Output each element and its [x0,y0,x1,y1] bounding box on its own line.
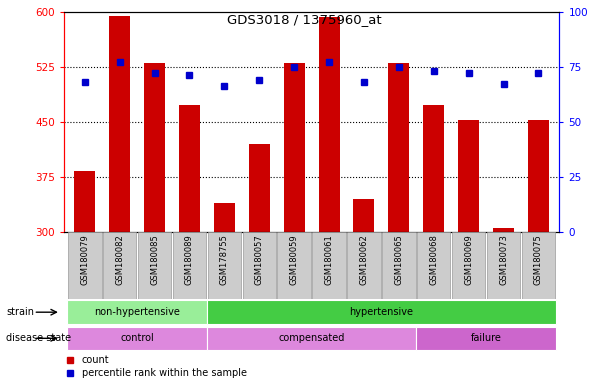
Bar [144,63,165,232]
Bar [417,232,451,299]
Text: GSM180057: GSM180057 [255,235,264,285]
Text: failure: failure [471,333,502,343]
Text: GSM180059: GSM180059 [289,235,299,285]
Bar [243,232,276,299]
Bar [389,63,409,232]
Bar [207,300,556,324]
Text: count: count [81,355,109,365]
Text: GSM180075: GSM180075 [534,235,543,285]
Text: percentile rank within the sample: percentile rank within the sample [81,368,247,379]
Bar [74,171,95,232]
Text: GSM180065: GSM180065 [395,235,403,285]
Bar [522,232,555,299]
Bar [109,16,130,232]
Text: strain: strain [6,307,34,317]
Text: GSM180062: GSM180062 [359,235,368,285]
Text: disease state: disease state [6,333,71,343]
Bar [493,228,514,232]
Text: GSM180082: GSM180082 [115,235,124,285]
Bar [347,232,381,299]
Text: GSM178755: GSM178755 [220,235,229,285]
Text: GDS3018 / 1375960_at: GDS3018 / 1375960_at [227,13,381,26]
Bar [207,326,416,350]
Bar [528,119,549,232]
Bar [277,232,311,299]
Text: hypertensive: hypertensive [350,307,413,317]
Bar [284,63,305,232]
Bar [313,232,346,299]
Text: GSM180061: GSM180061 [325,235,334,285]
Text: compensated: compensated [278,333,345,343]
Bar [319,17,339,232]
Bar [214,202,235,232]
Bar [173,232,206,299]
Text: GSM180068: GSM180068 [429,235,438,285]
Bar [138,232,171,299]
Text: GSM180089: GSM180089 [185,235,194,285]
Bar [207,232,241,299]
Bar [353,199,375,232]
Bar [416,326,556,350]
Text: GSM180073: GSM180073 [499,235,508,285]
Bar [67,326,207,350]
Text: control: control [120,333,154,343]
Bar [68,232,102,299]
Bar [249,144,270,232]
Bar [452,232,485,299]
Bar [179,105,200,232]
Text: non-hypertensive: non-hypertensive [94,307,180,317]
Bar [382,232,416,299]
Text: GSM180069: GSM180069 [464,235,473,285]
Text: GSM180079: GSM180079 [80,235,89,285]
Bar [487,232,520,299]
Bar [458,120,479,232]
Bar [423,105,444,232]
Bar [67,300,207,324]
Text: GSM180085: GSM180085 [150,235,159,285]
Bar [103,232,136,299]
